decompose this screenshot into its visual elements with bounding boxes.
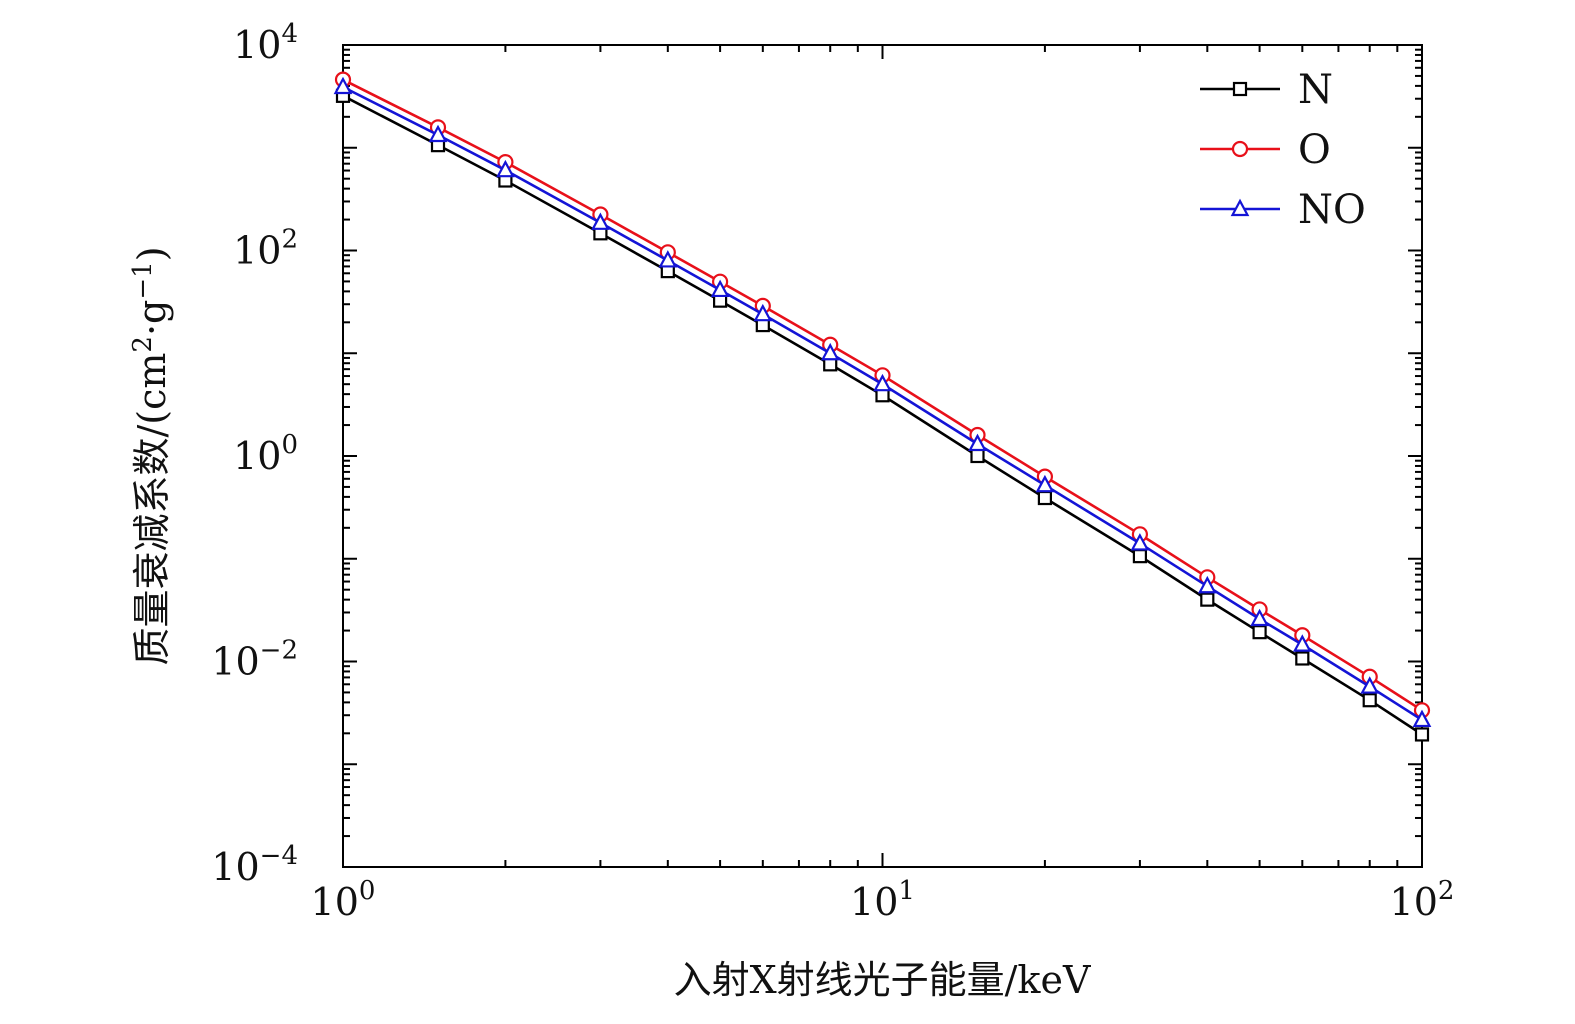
y-axis-title: 质量衰减系数/(cm2·g−1) [128, 246, 174, 665]
legend-item-o: O [1200, 127, 1331, 173]
y-tick-labels: 10−4 10−2 100 102 104 [211, 19, 298, 889]
data-point [968, 433, 987, 452]
data-point [873, 373, 892, 392]
legend-label: N [1298, 67, 1333, 113]
series-layer [333, 71, 1432, 742]
legend-item-n: N [1200, 67, 1333, 113]
y-tick-label: 10−2 [211, 636, 298, 684]
data-point [970, 448, 985, 464]
data-point [1035, 474, 1055, 493]
data-point [1037, 490, 1053, 506]
data-point [1414, 727, 1430, 742]
data-point [710, 279, 730, 298]
legend-label: O [1298, 127, 1331, 173]
y-tick-label: 104 [233, 19, 298, 67]
series-no [333, 76, 1432, 728]
y-tick-label: 102 [233, 225, 298, 273]
x-tick-labels: 100 101 102 [311, 876, 1455, 924]
data-point [591, 212, 610, 230]
data-point [496, 159, 515, 178]
axis-ticks [342, 45, 1423, 868]
legend-marker [1231, 140, 1249, 158]
data-point [1412, 709, 1432, 728]
legend-marker [1230, 198, 1250, 217]
data-point [1200, 592, 1215, 607]
data-point [820, 342, 840, 361]
data-point [1360, 676, 1380, 694]
data-point [428, 124, 448, 143]
data-point [333, 76, 353, 95]
x-tick-label: 100 [311, 876, 376, 924]
y-tick-label: 10−4 [211, 841, 298, 889]
data-point [1250, 608, 1269, 627]
legend-label: NO [1298, 187, 1366, 233]
data-point [1197, 575, 1217, 594]
x-tick-label: 102 [1390, 876, 1455, 924]
legend-marker [1232, 81, 1248, 97]
data-point [658, 250, 678, 268]
data-point [1130, 533, 1150, 551]
legend-item-no: NO [1200, 187, 1366, 233]
data-point [1292, 634, 1312, 652]
data-point [1132, 549, 1148, 564]
y-tick-label: 100 [233, 430, 298, 478]
data-point [1295, 651, 1310, 666]
data-point [753, 303, 773, 322]
x-tick-label: 101 [850, 876, 915, 924]
x-axis-title: 入射X射线光子能量/keV [674, 958, 1091, 1002]
data-point [1362, 693, 1377, 708]
series-n [335, 88, 1430, 742]
data-point [1252, 625, 1267, 640]
legend: NO NO [1200, 67, 1366, 233]
